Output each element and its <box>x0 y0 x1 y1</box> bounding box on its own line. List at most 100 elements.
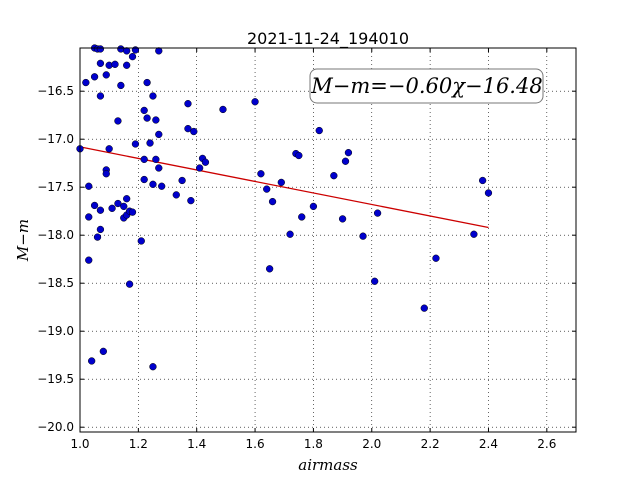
data-point <box>251 98 259 106</box>
data-point <box>359 232 367 240</box>
fit-line-group <box>79 146 489 229</box>
data-point <box>96 59 105 68</box>
data-point <box>184 100 192 108</box>
data-point <box>484 189 493 197</box>
y-tick-label: −19.0 <box>37 324 74 338</box>
data-point <box>155 47 163 55</box>
data-point <box>102 71 110 79</box>
data-point <box>152 155 160 164</box>
data-point <box>257 170 265 178</box>
data-point <box>330 172 338 180</box>
data-point <box>137 237 145 245</box>
data-point <box>88 357 96 365</box>
data-point <box>184 124 192 133</box>
data-point <box>108 204 116 212</box>
x-tick-label: 1.2 <box>129 437 148 451</box>
data-point <box>263 185 271 193</box>
plot-area <box>80 48 576 432</box>
x-tick-label: 2.6 <box>537 437 556 451</box>
data-point <box>268 197 277 206</box>
data-point <box>371 277 379 285</box>
data-point <box>295 151 303 160</box>
data-point <box>146 139 154 147</box>
data-point <box>190 127 198 136</box>
y-tick-label: −20.0 <box>37 420 74 434</box>
data-point <box>105 145 113 153</box>
y-tick-label: −18.5 <box>37 276 74 290</box>
data-point <box>123 47 131 55</box>
data-point <box>298 213 306 221</box>
x-tick-label: 1.4 <box>187 437 206 451</box>
data-point <box>373 209 382 217</box>
data-point <box>140 106 148 115</box>
data-point <box>85 256 93 264</box>
data-point <box>341 157 350 165</box>
data-point <box>131 140 140 148</box>
data-point <box>140 155 148 164</box>
y-axis-label: M−m <box>14 219 32 262</box>
data-point <box>470 230 478 238</box>
data-point <box>125 280 134 288</box>
data-point <box>102 170 110 178</box>
data-point <box>90 201 99 210</box>
data-point <box>117 81 125 90</box>
data-point <box>96 206 105 214</box>
data-point <box>309 202 318 211</box>
y-tick-label: −17.5 <box>37 180 74 194</box>
data-point <box>90 73 99 81</box>
data-point <box>187 196 195 205</box>
data-point <box>149 180 157 188</box>
data-point <box>286 230 294 238</box>
data-point <box>99 347 107 356</box>
data-point <box>96 92 105 100</box>
data-point <box>478 176 487 185</box>
fit-line <box>79 146 489 229</box>
data-point <box>219 105 227 114</box>
data-point <box>143 78 151 87</box>
x-tick-label: 2.0 <box>362 437 381 451</box>
data-point <box>120 202 128 211</box>
x-tick-label: 1.0 <box>70 437 89 451</box>
plot-frame <box>79 47 577 433</box>
x-tick-label: 2.2 <box>421 437 440 451</box>
data-point <box>111 60 119 68</box>
data-point <box>344 148 353 157</box>
data-point <box>96 45 105 53</box>
data-point <box>172 191 180 199</box>
y-tick-label: −17.0 <box>37 132 74 146</box>
data-point <box>93 233 102 241</box>
data-point <box>114 199 122 208</box>
data-point <box>123 195 131 203</box>
fit-equation: M−m=−0.60χ−16.48 <box>310 74 542 98</box>
annotation-box <box>309 68 544 104</box>
data-point <box>85 213 93 221</box>
data-point <box>114 117 122 125</box>
data-point <box>158 182 166 190</box>
x-axis-ticks: 1.0 1.2 1.4 1.6 1.8 2.0 2.2 2.4 2.6 <box>70 48 556 451</box>
x-axis-label: airmass <box>298 456 358 474</box>
y-tick-label: −19.5 <box>37 372 74 386</box>
data-point <box>315 126 323 135</box>
y-axis-ticks: −16.5 −17.0 −17.5 −18.0 −18.5 −19.0 −19.5 −20.0 <box>37 84 576 434</box>
data-point <box>420 304 428 312</box>
data-point <box>195 164 204 172</box>
data-point <box>128 208 137 216</box>
y-tick-label: −18.0 <box>37 228 74 242</box>
x-tick-label: 1.8 <box>304 437 323 451</box>
grid-lines <box>79 48 576 432</box>
x-tick-label: 2.4 <box>479 437 498 451</box>
data-point <box>85 182 93 190</box>
y-tick-label: −16.5 <box>37 84 74 98</box>
data-point <box>432 254 440 262</box>
data-point <box>155 130 163 139</box>
data-point <box>82 78 90 87</box>
data-point <box>152 116 160 124</box>
data-point <box>201 158 210 166</box>
data-point <box>149 92 157 100</box>
data-point <box>128 52 137 61</box>
data-point <box>140 175 148 184</box>
data-point <box>155 164 163 172</box>
data-point <box>265 265 274 273</box>
data-point <box>96 225 105 234</box>
